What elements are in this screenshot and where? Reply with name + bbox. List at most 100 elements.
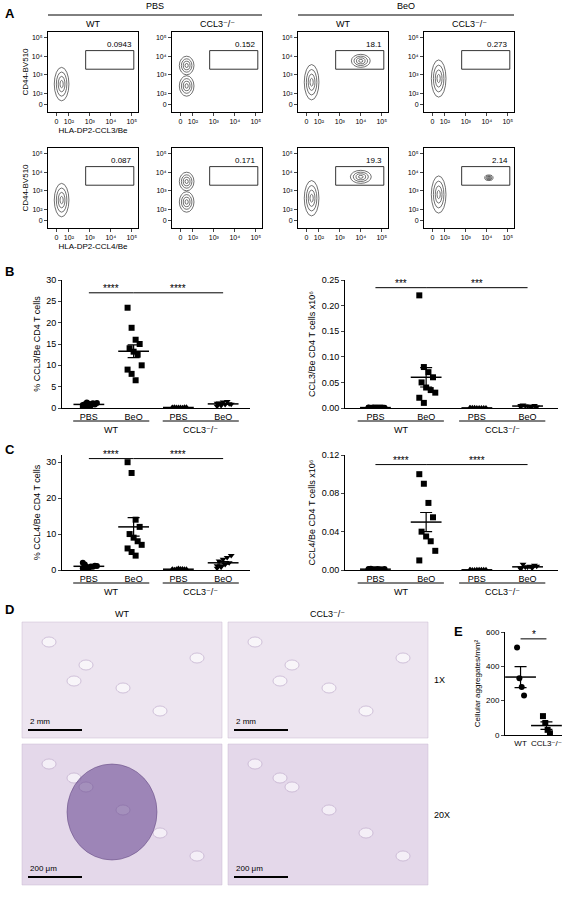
svg-text:PBS: PBS [169, 412, 187, 422]
svg-text:BeO: BeO [214, 574, 232, 584]
svg-text:20X: 20X [434, 810, 450, 820]
svg-text:20: 20 [46, 318, 56, 328]
svg-text:0: 0 [54, 118, 58, 125]
svg-text:D: D [5, 602, 14, 617]
svg-text:10⁵: 10⁵ [282, 150, 293, 157]
svg-text:PBS: PBS [366, 412, 384, 422]
svg-text:10²: 10² [64, 234, 75, 241]
svg-text:BeO: BeO [519, 412, 537, 422]
svg-text:BeO: BeO [125, 412, 143, 422]
svg-text:10⁴: 10⁴ [408, 53, 419, 60]
svg-text:2 mm: 2 mm [30, 717, 50, 726]
svg-text:200: 200 [486, 696, 500, 705]
svg-text:0.25: 0.25 [322, 275, 340, 285]
svg-text:WT: WT [115, 609, 129, 619]
svg-text:10³: 10³ [408, 187, 419, 194]
svg-text:****: **** [469, 455, 485, 466]
svg-text:10⁴: 10⁴ [481, 118, 492, 125]
svg-text:0: 0 [289, 217, 293, 224]
svg-text:CCL3/Be CD4 T cells x10⁶: CCL3/Be CD4 T cells x10⁶ [307, 291, 317, 397]
svg-text:10: 10 [46, 529, 56, 539]
svg-text:10³: 10³ [282, 187, 293, 194]
svg-text:WT: WT [104, 587, 118, 597]
svg-text:10³: 10³ [408, 71, 419, 78]
svg-text:10⁵: 10⁵ [250, 234, 261, 241]
svg-text:2 mm: 2 mm [236, 717, 256, 726]
svg-text:CCL3⁻/⁻: CCL3⁻/⁻ [485, 587, 520, 597]
svg-text:10⁵: 10⁵ [376, 234, 387, 241]
svg-text:0.12: 0.12 [322, 450, 340, 460]
svg-text:10⁵: 10⁵ [408, 34, 419, 41]
svg-text:600: 600 [486, 628, 500, 637]
svg-text:10⁵: 10⁵ [32, 150, 43, 157]
svg-text:0: 0 [415, 101, 419, 108]
svg-text:C: C [5, 442, 15, 457]
svg-text:PBS: PBS [169, 574, 187, 584]
svg-text:CCL3⁻/⁻: CCL3⁻/⁻ [531, 739, 562, 748]
svg-text:0.273: 0.273 [487, 40, 508, 49]
svg-text:10⁴: 10⁴ [32, 53, 43, 60]
svg-text:BeO: BeO [417, 412, 435, 422]
svg-text:0: 0 [289, 101, 293, 108]
svg-text:10²: 10² [440, 118, 451, 125]
svg-text:CCL3⁻/⁻: CCL3⁻/⁻ [183, 425, 218, 435]
svg-text:10⁵: 10⁵ [250, 118, 261, 125]
svg-text:BeO: BeO [417, 574, 435, 584]
svg-text:0: 0 [495, 731, 500, 740]
svg-text:0: 0 [163, 101, 167, 108]
svg-text:10³: 10³ [209, 118, 220, 125]
svg-text:10⁴: 10⁴ [105, 118, 116, 125]
svg-text:10²: 10² [440, 234, 451, 241]
svg-text:0.00: 0.00 [322, 403, 340, 413]
svg-text:10²: 10² [408, 90, 419, 97]
svg-text:10²: 10² [282, 206, 293, 213]
svg-text:10⁴: 10⁴ [156, 53, 167, 60]
svg-text:PBS: PBS [80, 574, 98, 584]
svg-text:10⁴: 10⁴ [481, 234, 492, 241]
svg-text:****: **** [103, 283, 119, 294]
svg-text:****: **** [170, 449, 186, 460]
svg-text:10²: 10² [188, 234, 199, 241]
svg-text:2.14: 2.14 [492, 156, 508, 165]
svg-text:10: 10 [46, 360, 56, 370]
svg-text:CD44-BV510: CD44-BV510 [21, 164, 30, 212]
svg-text:CD44-BV510: CD44-BV510 [21, 48, 30, 96]
svg-text:% CCL3/Be CD4 T cells: % CCL3/Be CD4 T cells [32, 296, 42, 392]
svg-text:25: 25 [46, 296, 56, 306]
svg-text:PBS: PBS [80, 412, 98, 422]
svg-text:0.087: 0.087 [111, 156, 132, 165]
svg-text:0: 0 [51, 403, 56, 413]
svg-text:10³: 10³ [282, 71, 293, 78]
svg-text:10⁵: 10⁵ [32, 34, 43, 41]
svg-text:HLA-DP2-CCL4/Be: HLA-DP2-CCL4/Be [59, 242, 128, 251]
svg-text:10⁴: 10⁴ [105, 234, 116, 241]
svg-text:0: 0 [39, 101, 43, 108]
svg-text:10³: 10³ [85, 118, 96, 125]
svg-text:10⁴: 10⁴ [282, 53, 293, 60]
svg-text:10⁵: 10⁵ [502, 234, 513, 241]
svg-text:0.00: 0.00 [322, 565, 340, 575]
svg-text:10²: 10² [32, 90, 43, 97]
svg-text:***: *** [395, 278, 407, 289]
svg-text:10⁴: 10⁴ [282, 169, 293, 176]
svg-text:****: **** [103, 449, 119, 460]
svg-text:PBS: PBS [468, 412, 486, 422]
svg-text:CCL3⁻/⁻: CCL3⁻/⁻ [183, 587, 218, 597]
svg-text:18.1: 18.1 [366, 40, 382, 49]
svg-text:10³: 10³ [156, 71, 167, 78]
svg-text:E: E [454, 624, 463, 639]
svg-text:10²: 10² [314, 118, 325, 125]
svg-text:10³: 10³ [85, 234, 96, 241]
svg-text:10²: 10² [32, 206, 43, 213]
svg-text:CCL3⁻/⁻: CCL3⁻/⁻ [485, 425, 520, 435]
svg-text:BeO: BeO [397, 1, 415, 11]
svg-text:200 μm: 200 μm [30, 864, 57, 873]
svg-text:10⁵: 10⁵ [502, 118, 513, 125]
svg-text:A: A [5, 6, 15, 21]
svg-text:0: 0 [430, 234, 434, 241]
svg-text:***: *** [471, 278, 483, 289]
svg-text:10²: 10² [156, 90, 167, 97]
svg-text:10³: 10³ [461, 234, 472, 241]
svg-text:PBS: PBS [468, 574, 486, 584]
svg-text:1X: 1X [434, 675, 445, 685]
